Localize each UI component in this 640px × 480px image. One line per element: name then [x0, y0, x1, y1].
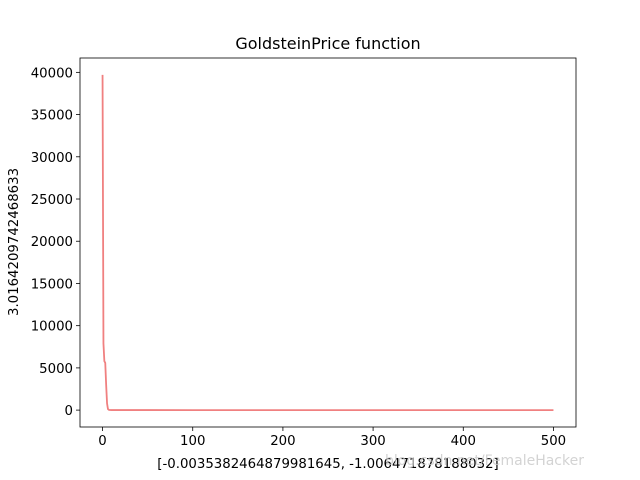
x-tick-label: 0	[98, 434, 106, 449]
y-tick-label: 40000	[31, 66, 73, 81]
x-tick-label: 300	[360, 434, 385, 449]
plot-frame	[79, 57, 577, 428]
chart-title: GoldsteinPrice function	[235, 34, 420, 53]
y-tick-label: 25000	[31, 193, 73, 208]
y-tick-label: 35000	[31, 109, 73, 124]
y-axis-label: 3.0164209742468633	[7, 168, 22, 316]
y-tick-label: 5000	[39, 362, 73, 377]
x-tick-label: 400	[451, 434, 476, 449]
series-line	[101, 74, 554, 411]
y-tick-label: 30000	[31, 151, 73, 166]
y-tick-label: 20000	[31, 235, 73, 250]
x-tick-label: 500	[541, 434, 566, 449]
y-tick-label: 10000	[31, 320, 73, 335]
y-tick-label: 15000	[31, 277, 73, 292]
x-tick-label: 200	[270, 434, 295, 449]
y-tick-label: 0	[65, 404, 73, 419]
x-tick-label: 100	[180, 434, 205, 449]
x-axis-label: [-0.0035382464879981645, -1.006471878188…	[157, 457, 498, 472]
